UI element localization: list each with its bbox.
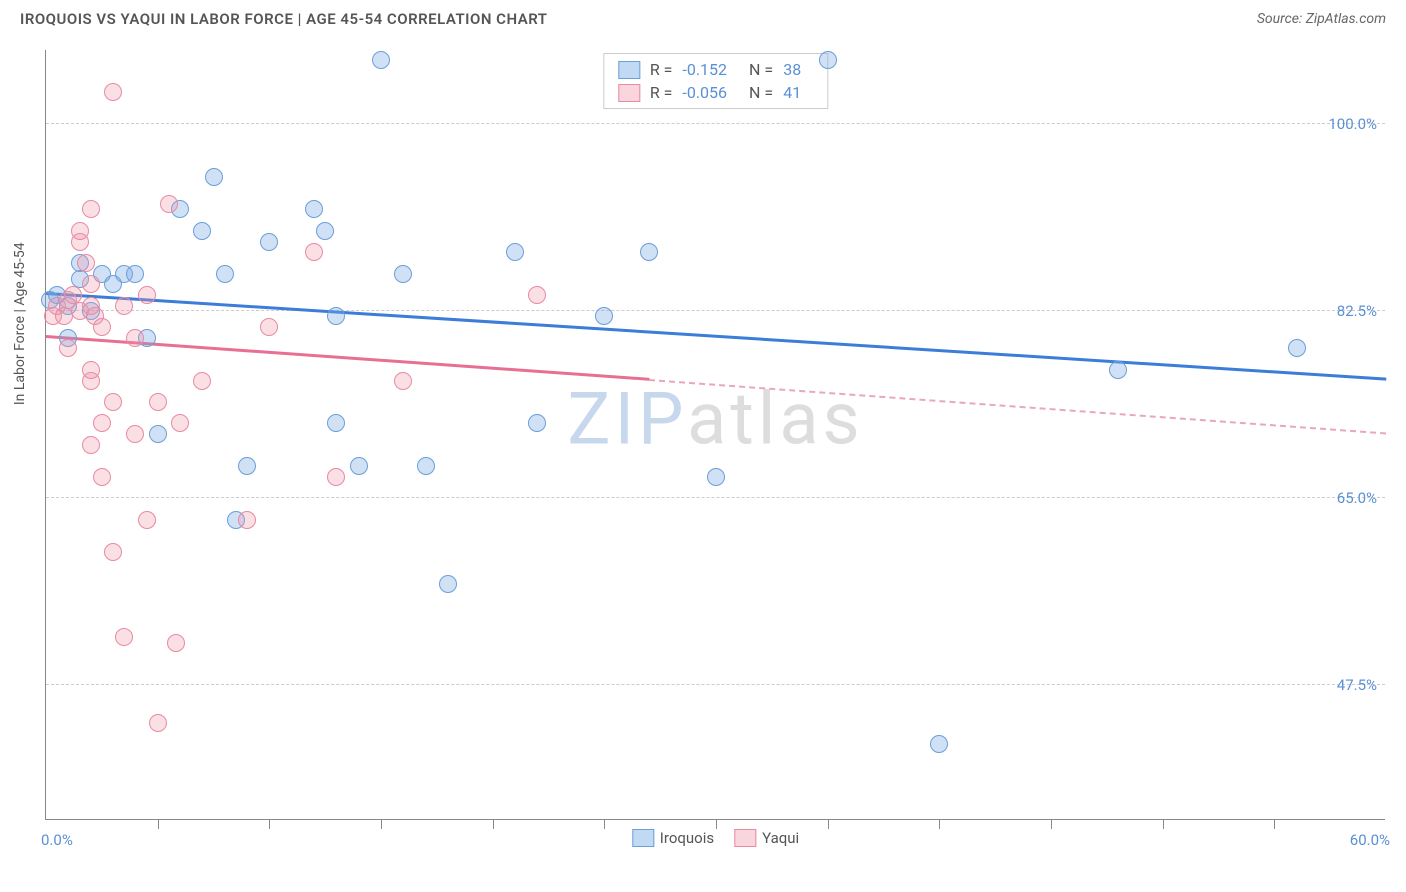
source-attribution: Source: ZipAtlas.com — [1257, 11, 1386, 27]
data-point — [1109, 361, 1127, 379]
data-point — [506, 243, 524, 261]
data-point — [595, 307, 613, 325]
data-point — [205, 168, 223, 186]
page-title: IROQUOIS VS YAQUI IN LABOR FORCE | AGE 4… — [20, 10, 548, 28]
data-point — [160, 195, 178, 213]
data-point — [305, 243, 323, 261]
data-point — [149, 714, 167, 732]
data-point — [104, 543, 122, 561]
n-value-iroquois: 38 — [783, 60, 801, 79]
x-tick — [1274, 819, 1275, 829]
r-value-iroquois: -0.152 — [682, 60, 727, 79]
data-point — [59, 339, 77, 357]
regression-line — [649, 379, 1386, 434]
r-value-yaqui: -0.056 — [682, 83, 727, 102]
data-point — [238, 511, 256, 529]
stats-row-iroquois: R = -0.152 N = 38 — [618, 58, 813, 81]
x-tick — [939, 819, 940, 829]
data-point — [316, 222, 334, 240]
data-point — [327, 307, 345, 325]
data-point — [171, 414, 189, 432]
x-tick — [493, 819, 494, 829]
data-point — [528, 414, 546, 432]
series-legend: Iroquois Yaqui — [632, 829, 799, 847]
x-tick — [158, 819, 159, 829]
x-tick — [828, 819, 829, 829]
data-point — [350, 457, 368, 475]
legend-item-yaqui: Yaqui — [734, 829, 799, 847]
data-point — [126, 265, 144, 283]
x-tick — [604, 819, 605, 829]
data-point — [167, 634, 185, 652]
data-point — [528, 286, 546, 304]
y-axis-label: 100.0% — [1328, 115, 1377, 133]
gridline — [46, 310, 1385, 311]
legend-item-iroquois: Iroquois — [632, 829, 714, 847]
data-point — [82, 275, 100, 293]
data-point — [115, 297, 133, 315]
data-point — [305, 200, 323, 218]
gridline — [46, 123, 1385, 124]
swatch-icon — [632, 829, 654, 847]
data-point — [394, 372, 412, 390]
y-axis-title: In Labor Force | Age 45-54 — [12, 242, 28, 405]
data-point — [193, 222, 211, 240]
x-axis-max-label: 60.0% — [1350, 831, 1390, 849]
data-point — [115, 628, 133, 646]
x-tick — [1163, 819, 1164, 829]
gridline — [46, 684, 1385, 685]
data-point — [93, 468, 111, 486]
data-point — [193, 372, 211, 390]
data-point — [930, 735, 948, 753]
x-tick — [1051, 819, 1052, 829]
data-point — [439, 575, 457, 593]
data-point — [126, 425, 144, 443]
data-point — [327, 468, 345, 486]
data-point — [104, 393, 122, 411]
data-point — [640, 243, 658, 261]
data-point — [417, 457, 435, 475]
data-point — [149, 425, 167, 443]
n-value-yaqui: 41 — [783, 83, 801, 102]
data-point — [138, 286, 156, 304]
x-tick — [381, 819, 382, 829]
data-point — [77, 254, 95, 272]
data-point — [1288, 339, 1306, 357]
swatch-yaqui — [618, 84, 640, 102]
correlation-chart: ZIPatlas R = -0.152 N = 38 R = -0.056 N … — [45, 50, 1385, 820]
y-axis-label: 65.0% — [1337, 489, 1377, 507]
gridline — [46, 497, 1385, 498]
data-point — [707, 468, 725, 486]
stats-row-yaqui: R = -0.056 N = 41 — [618, 81, 813, 104]
data-point — [82, 361, 100, 379]
x-axis-min-label: 0.0% — [41, 831, 73, 849]
data-point — [260, 318, 278, 336]
data-point — [126, 329, 144, 347]
regression-line — [46, 292, 1386, 380]
data-point — [82, 436, 100, 454]
data-point — [372, 51, 390, 69]
swatch-iroquois — [618, 61, 640, 79]
data-point — [819, 51, 837, 69]
data-point — [149, 393, 167, 411]
stats-legend: R = -0.152 N = 38 R = -0.056 N = 41 — [603, 53, 828, 109]
data-point — [327, 414, 345, 432]
data-point — [138, 511, 156, 529]
swatch-icon — [734, 829, 756, 847]
data-point — [93, 318, 111, 336]
data-point — [394, 265, 412, 283]
x-tick — [716, 819, 717, 829]
data-point — [260, 233, 278, 251]
data-point — [71, 222, 89, 240]
watermark: ZIPatlas — [567, 377, 863, 462]
x-tick — [269, 819, 270, 829]
data-point — [93, 414, 111, 432]
data-point — [82, 200, 100, 218]
y-axis-label: 47.5% — [1337, 676, 1377, 694]
y-axis-label: 82.5% — [1337, 302, 1377, 320]
data-point — [104, 83, 122, 101]
data-point — [238, 457, 256, 475]
data-point — [216, 265, 234, 283]
